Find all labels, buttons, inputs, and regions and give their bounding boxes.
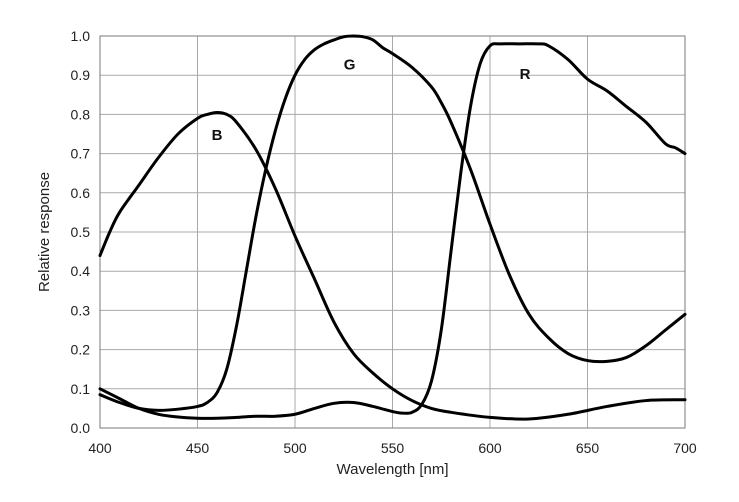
series-labels: B G R bbox=[212, 56, 531, 144]
y-tick-label: 0.3 bbox=[71, 302, 91, 318]
series-line-b bbox=[98, 110, 687, 421]
y-axis-tick-labels: 0.0 0.1 0.2 0.3 0.4 0.5 0.6 0.7 0.8 0.9 1.0 bbox=[71, 28, 91, 436]
y-tick-label: 0.2 bbox=[71, 342, 91, 358]
y-tick-label: 0.5 bbox=[71, 224, 91, 240]
x-tick-label: 500 bbox=[283, 440, 307, 456]
series-curves bbox=[98, 34, 687, 421]
y-tick-label: 0.4 bbox=[71, 263, 91, 279]
series-line-g bbox=[98, 34, 687, 412]
y-tick-label: 0.1 bbox=[71, 381, 91, 397]
x-tick-label: 600 bbox=[478, 440, 502, 456]
plot-area-frame bbox=[99, 35, 686, 429]
x-tick-label: 700 bbox=[673, 440, 697, 456]
series-label-r: R bbox=[520, 66, 531, 83]
y-tick-label: 1.0 bbox=[71, 28, 91, 44]
x-tick-label: 650 bbox=[576, 440, 600, 456]
series-label-g: G bbox=[344, 56, 356, 73]
y-tick-label: 0.0 bbox=[71, 420, 91, 436]
y-axis-title: Relative response bbox=[36, 172, 53, 292]
grid-lines bbox=[99, 35, 686, 429]
series-label-b: B bbox=[212, 127, 223, 144]
x-tick-label: 550 bbox=[381, 440, 405, 456]
series-line-r bbox=[98, 42, 687, 420]
y-tick-label: 0.7 bbox=[71, 146, 91, 162]
x-tick-label: 450 bbox=[186, 440, 210, 456]
x-tick-label: 400 bbox=[88, 440, 112, 456]
x-axis-tick-labels: 400 450 500 550 600 650 700 bbox=[88, 440, 697, 456]
x-axis-title: Wavelength [nm] bbox=[337, 461, 449, 478]
y-tick-label: 0.8 bbox=[71, 106, 91, 122]
y-tick-label: 0.9 bbox=[71, 67, 91, 83]
y-tick-label: 0.6 bbox=[71, 185, 91, 201]
